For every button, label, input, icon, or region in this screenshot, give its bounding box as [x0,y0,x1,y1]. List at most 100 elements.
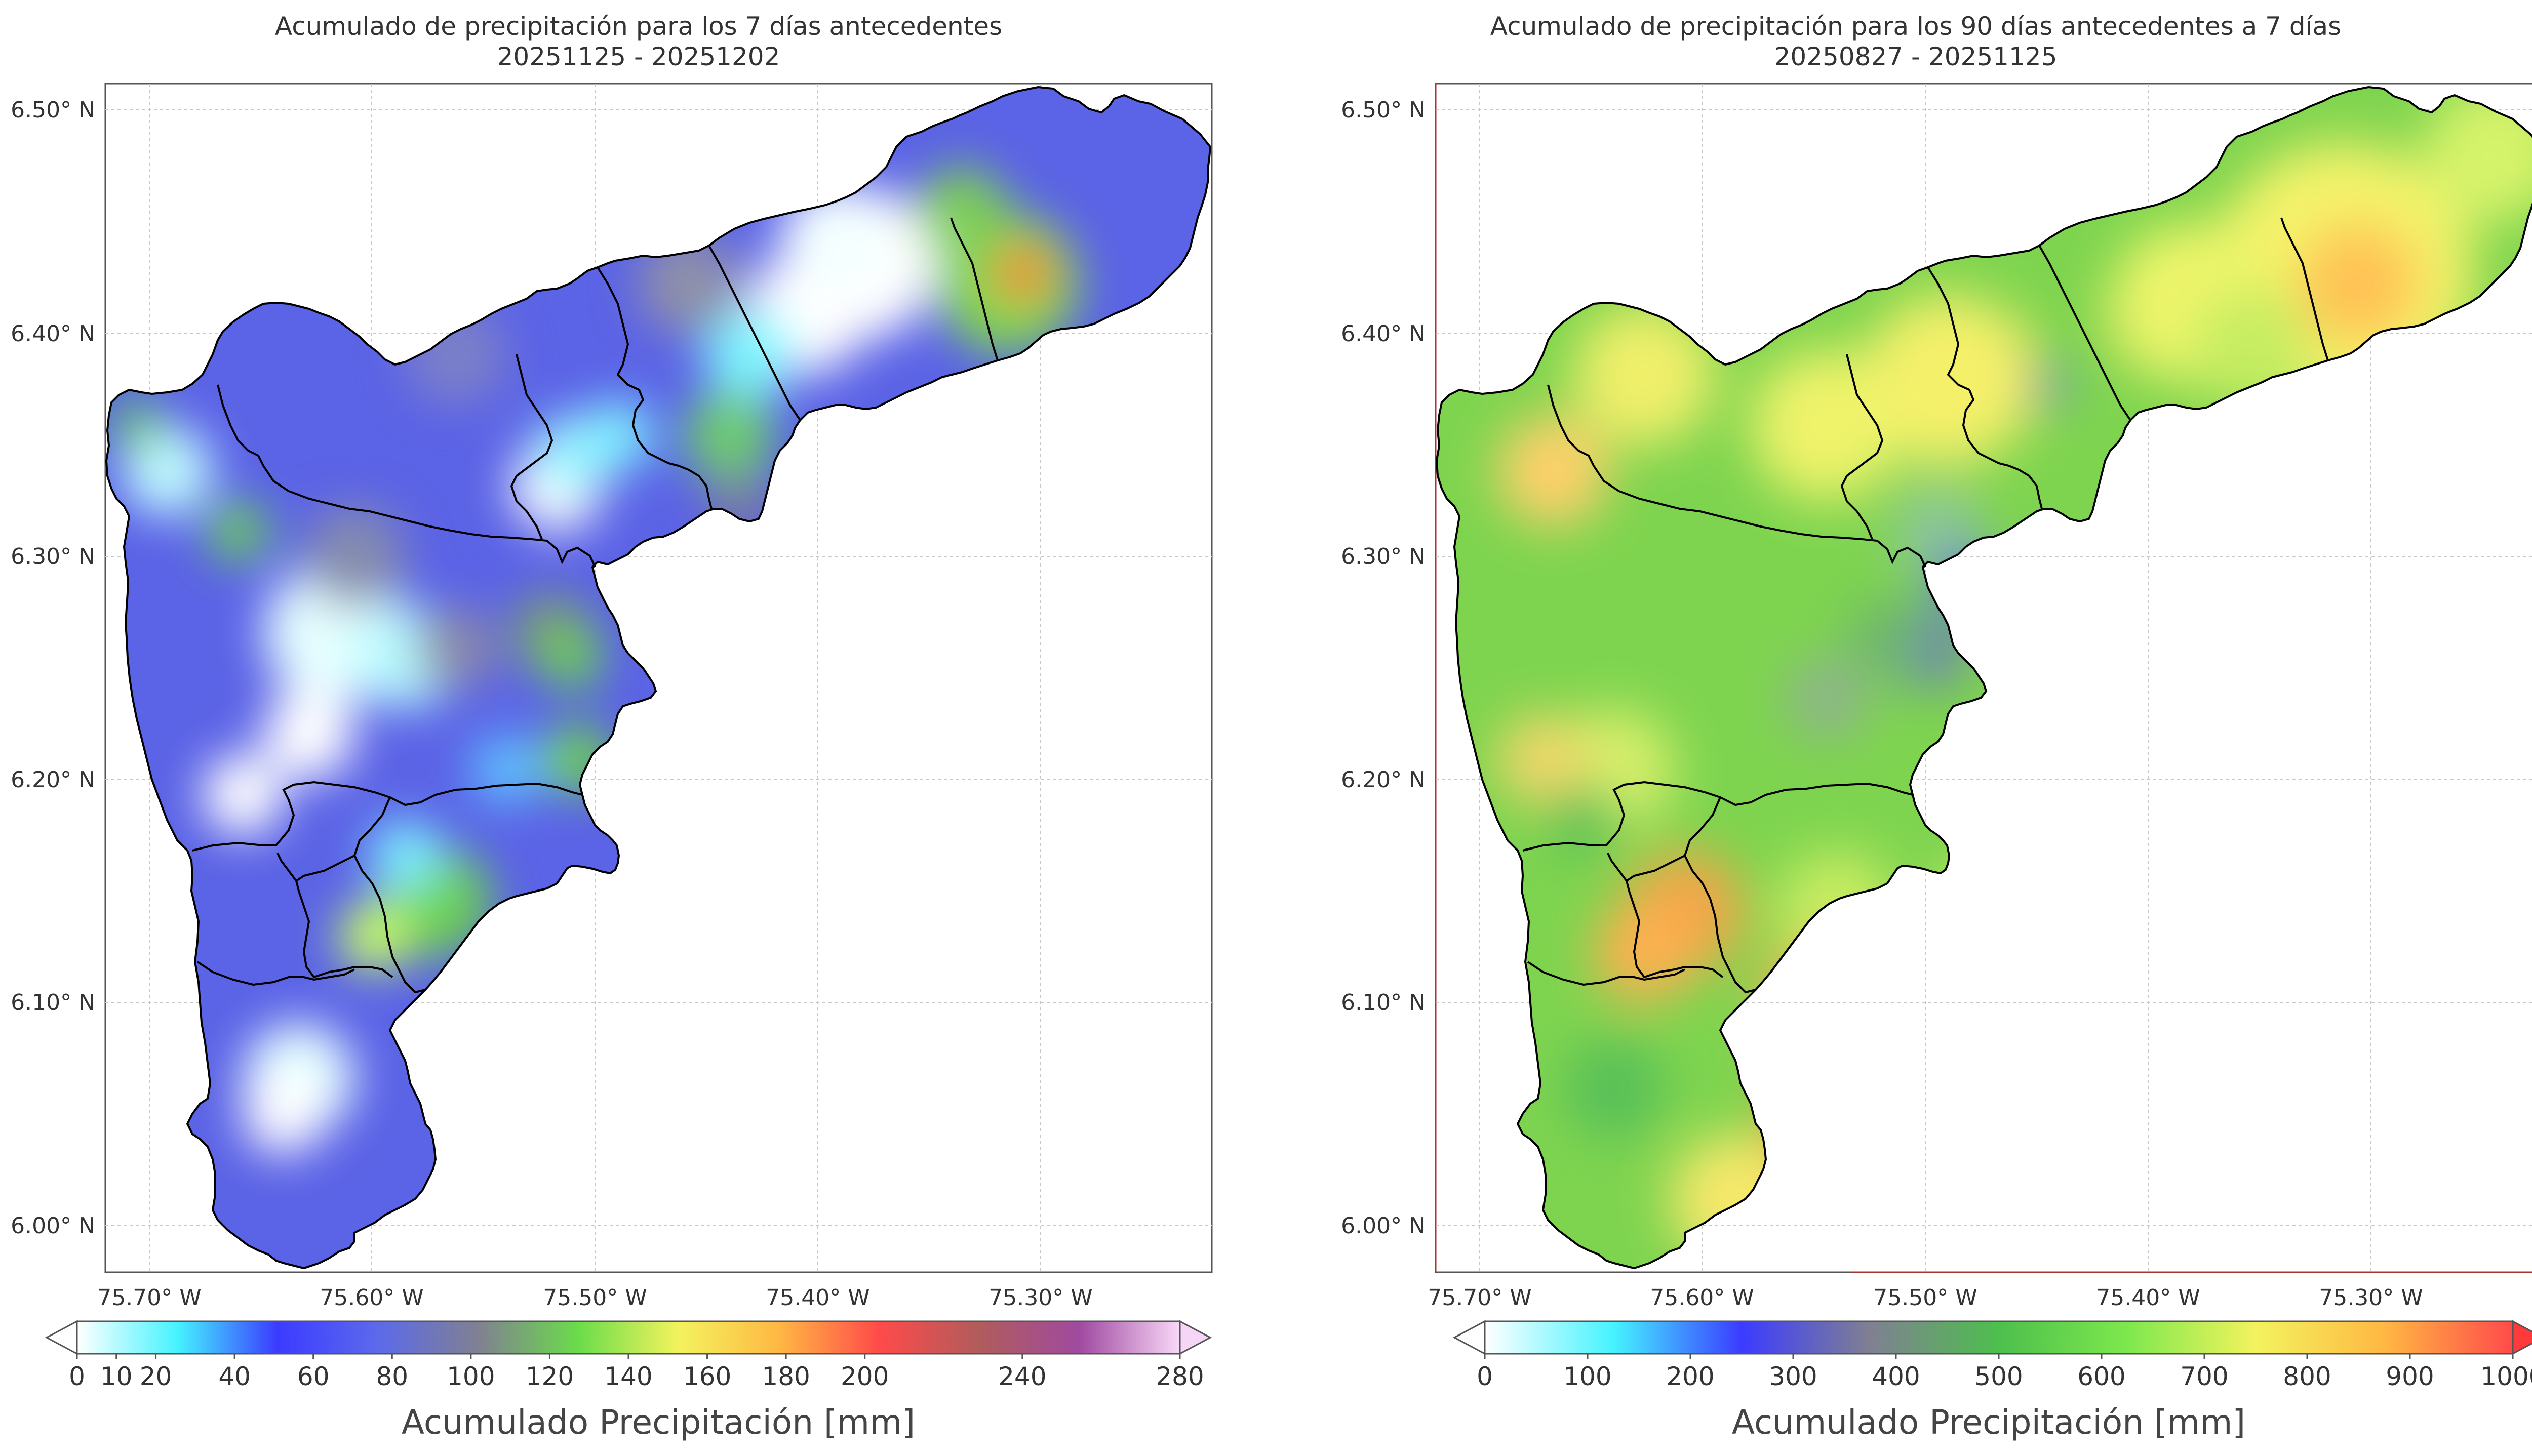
lon-tick-label: 75.40° W [766,1285,869,1311]
precip-blob [1497,714,1589,805]
lon-tick-label: 75.60° W [320,1285,423,1311]
municipality-boundary [1683,797,1756,994]
lat-tick-label: 6.00° N [1341,1213,1426,1239]
municipality-boundary [1527,961,1685,986]
right-region-outline [1435,86,2532,1270]
precip-blob [243,1073,324,1154]
colorbar-tick-label: 100 [447,1362,495,1391]
colorbar-extend-min [1452,1320,1486,1355]
colorbar-tick-label: 800 [2283,1362,2331,1391]
lon-tick-label: 75.40° W [2096,1285,2200,1311]
colorbar-tick-label: 140 [604,1362,652,1391]
left-title-line2: 20251125 - 20251202 [497,42,780,71]
lat-tick-label: 6.50° N [1341,97,1426,123]
left-title-line1: Acumulado de precipitación para los 7 dí… [274,12,1003,41]
colorbar-tick-label: 120 [526,1362,574,1391]
lat-tick-label: 6.20° N [1341,767,1426,793]
municipality-boundary [510,354,553,540]
right-map-figure: 6.50° N 6.40° N 6.30° N 6.20° N 6.10° N … [1341,83,2532,1442]
municipality-boundary [1547,384,1926,568]
precip-blob [111,400,162,451]
colorbar-tick-label: 240 [998,1362,1046,1391]
municipality-boundary [2280,217,2329,361]
right-map-panel: Acumulado de precipitación para los 90 d… [1277,0,2532,1456]
precip-blob [638,233,739,334]
lat-tick-label: 6.30° N [1341,544,1426,570]
lon-tick-label: 75.30° W [988,1285,1092,1311]
lat-tick-label: 6.20° N [11,767,95,793]
precip-blob [339,901,410,972]
precip-blob [471,734,542,805]
precip-blob [1847,597,1928,678]
colorbar-tick-label: 500 [1974,1362,2023,1391]
precip-blob [415,608,496,689]
municipality-boundary [217,384,596,568]
right-colorbar: 0 100 200 300 400 500 600 700 800 900 1000 [1452,1320,2532,1391]
colorbar-tick-label: 40 [218,1362,251,1391]
precip-blob [1563,1038,1665,1139]
lat-tick-label: 6.10° N [11,990,95,1016]
municipality-boundary [276,853,297,882]
colorbar-bar [76,1320,1181,1355]
colorbar-tick-label: 20 [140,1362,172,1391]
lat-tick-label: 6.00° N [11,1213,95,1239]
right-lon-ticks: 75.70° W 75.60° W 75.50° W 75.40° W 75.3… [1428,1285,2423,1311]
left-municipality-boundaries [192,217,999,994]
colorbar-extend-min [45,1320,78,1355]
left-colorbar-title: Acumulado Precipitación [mm] [402,1403,915,1442]
municipality-boundary [295,855,393,979]
colorbar-extend-max [2512,1320,2532,1355]
right-map-title: Acumulado de precipitación para los 90 d… [1277,11,2532,72]
precip-blob [582,400,653,471]
colorbar-tick-label: 280 [1156,1362,1204,1391]
lat-tick-label: 6.30° N [11,544,95,570]
municipality-boundary [353,797,426,994]
precip-blob [1751,349,1903,501]
precip-blob [542,628,603,689]
lon-tick-label: 75.30° W [2319,1285,2423,1311]
lat-tick-label: 6.10° N [1341,990,1426,1016]
colorbar-tick-label: 160 [683,1362,731,1391]
precip-blob [2298,223,2419,344]
left-lon-ticks: 75.70° W 75.60° W 75.50° W 75.40° W 75.3… [97,1285,1092,1311]
left-map-panel: Acumulado de precipitación para los 7 dí… [0,11,1277,1442]
precip-blob [370,820,441,891]
precip-blob [917,167,1008,258]
precip-blob [993,243,1053,304]
left-map-figure: 6.50° N 6.40° N 6.30° N 6.20° N 6.10° N … [11,83,1213,1442]
colorbar-tick-label: 200 [841,1362,889,1391]
right-title-line2: 20250827 - 20251125 [1774,42,2058,71]
precip-blob [2024,365,2065,405]
precip-blob [263,689,354,780]
municipality-boundary [708,245,801,421]
precip-blob [1573,304,1715,446]
colorbar-tick-label: 600 [2077,1362,2125,1391]
lon-tick-label: 75.60° W [1650,1285,1754,1311]
precip-blob [1548,785,1619,856]
lat-tick-label: 6.50° N [11,97,95,123]
municipality-boundary [2038,245,2131,421]
municipality-boundary [1927,266,2043,509]
colorbar-tick-label: 1000 [2480,1362,2532,1391]
left-region-outline [105,86,1212,1270]
right-colorbar-title: Acumulado Precipitación [mm] [1732,1403,2245,1442]
precip-blob [208,501,268,562]
lon-tick-label: 75.70° W [97,1285,201,1311]
lat-tick-label: 6.40° N [1341,321,1426,347]
precip-blob [1497,415,1609,527]
colorbar-tick-label: 900 [2386,1362,2434,1391]
right-title-line1: Acumulado de precipitación para los 90 d… [1490,12,2342,41]
colorbar-tick-label: 0 [1477,1362,1493,1391]
precip-blob [1786,658,1867,739]
colorbar-tick-label: 10 [100,1362,133,1391]
municipality-boundary [1607,853,1628,882]
left-colorbar: 0 10 20 40 60 80 100 120 140 160 180 200 240 280 [45,1320,1212,1391]
precip-blob [684,390,775,481]
lon-tick-label: 75.70° W [1428,1285,1531,1311]
municipality-boundary [1522,781,1913,852]
municipality-boundary [1625,855,1724,979]
precip-blob [1594,901,1695,1002]
left-map-title: Acumulado de precipitación para los 7 dí… [0,11,1277,72]
precip-blob [1862,294,2034,466]
lat-tick-label: 6.40° N [11,321,95,347]
